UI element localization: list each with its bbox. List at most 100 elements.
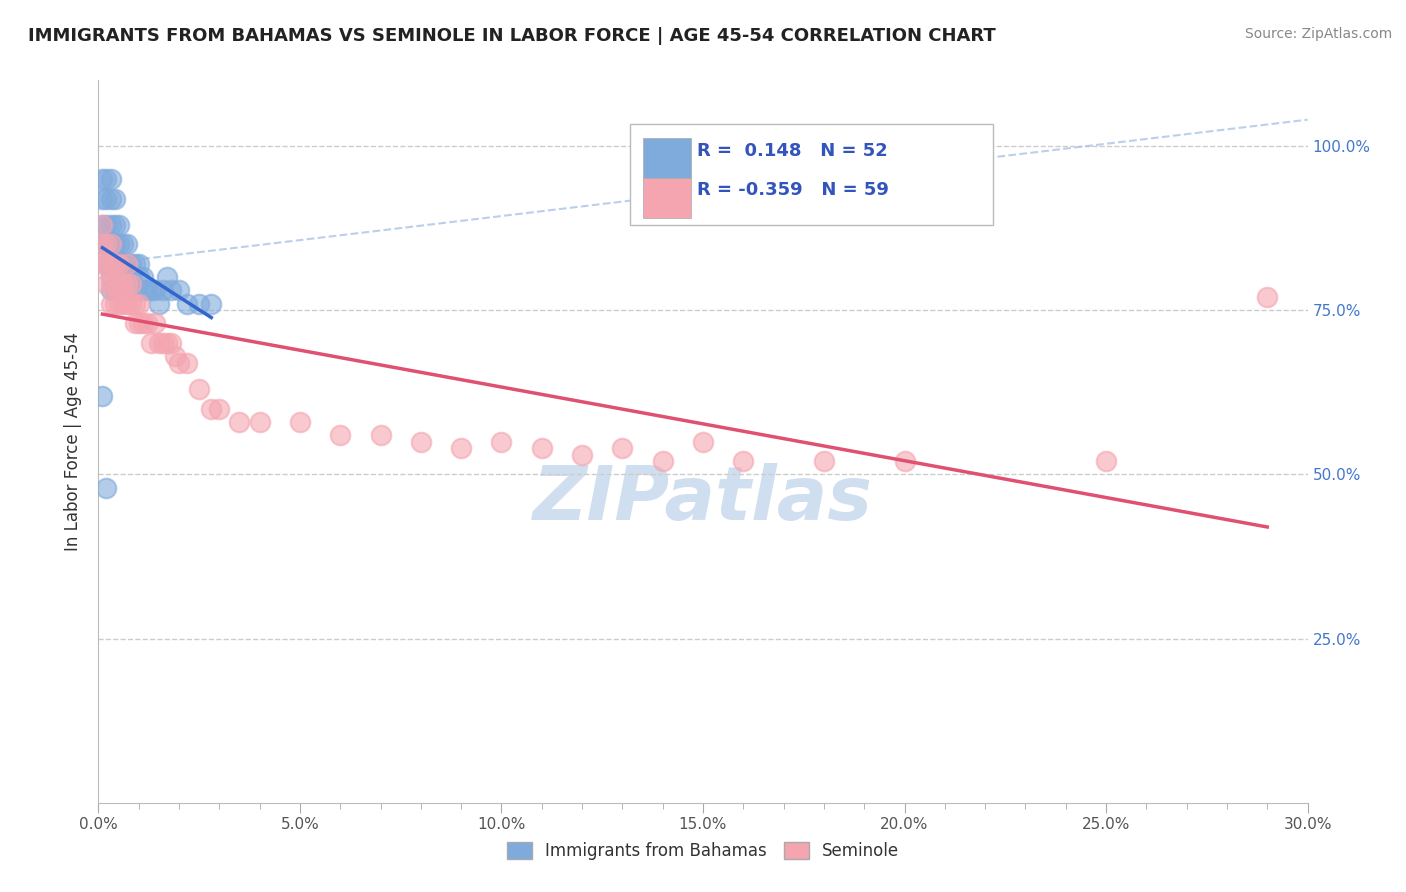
Point (200, 296, 222, 310)
Point (167, 356, 190, 370)
Point (124, 284, 146, 298)
Point (139, 284, 162, 298)
Point (152, 336, 174, 351)
Point (111, 277, 134, 291)
Point (100, 237, 122, 252)
Point (103, 257, 125, 271)
Point (100, 270, 122, 285)
Point (491, 434, 513, 449)
Point (176, 296, 198, 310)
Point (370, 428, 392, 442)
Y-axis label: In Labor Force | Age 45-54: In Labor Force | Age 45-54 (65, 332, 83, 551)
Point (91, 218, 114, 232)
Point (128, 270, 150, 285)
Point (156, 270, 179, 285)
Point (288, 415, 311, 429)
Point (96, 481, 118, 495)
Point (167, 284, 190, 298)
Point (120, 270, 142, 285)
Text: R =  0.148   N = 52: R = 0.148 N = 52 (697, 142, 887, 160)
Point (96, 171, 118, 186)
Point (228, 415, 250, 429)
Point (96, 237, 118, 252)
Point (132, 270, 155, 285)
Point (115, 257, 138, 271)
Point (1095, 454, 1118, 468)
Point (135, 284, 157, 298)
Point (100, 277, 122, 291)
Text: IMMIGRANTS FROM BAHAMAS VS SEMINOLE IN LABOR FORCE | AGE 45-54 CORRELATION CHART: IMMIGRANTS FROM BAHAMAS VS SEMINOLE IN L… (28, 27, 995, 45)
Point (115, 270, 138, 285)
Point (128, 257, 150, 271)
Point (128, 316, 150, 330)
Point (143, 284, 166, 298)
Point (132, 316, 155, 330)
Point (188, 296, 211, 310)
Point (100, 192, 122, 206)
Point (96, 192, 118, 206)
Point (103, 192, 125, 206)
Point (409, 434, 432, 449)
Point (91, 237, 114, 252)
Point (115, 237, 138, 252)
Point (120, 257, 142, 271)
FancyBboxPatch shape (643, 178, 690, 218)
Point (107, 277, 129, 291)
Point (120, 296, 142, 310)
Point (188, 382, 211, 396)
Text: Source: ZipAtlas.com: Source: ZipAtlas.com (1244, 27, 1392, 41)
Point (156, 336, 179, 351)
Point (651, 454, 673, 468)
Point (124, 296, 146, 310)
Text: ZIPatlas: ZIPatlas (533, 463, 873, 536)
Point (107, 218, 129, 232)
Point (135, 316, 157, 330)
Point (692, 434, 714, 449)
Point (139, 336, 162, 351)
Point (132, 284, 155, 298)
Point (124, 257, 146, 271)
Point (152, 284, 174, 298)
Point (1256, 290, 1278, 304)
Point (249, 415, 271, 429)
Point (100, 284, 122, 298)
Point (813, 454, 835, 468)
Point (103, 296, 125, 310)
Point (100, 296, 122, 310)
FancyBboxPatch shape (643, 138, 690, 178)
Point (96, 218, 118, 232)
Point (143, 316, 166, 330)
Point (107, 270, 129, 285)
Point (124, 316, 146, 330)
Point (103, 277, 125, 291)
Point (160, 284, 183, 298)
Point (111, 257, 134, 271)
Point (91, 218, 114, 232)
Point (120, 277, 142, 291)
Point (103, 284, 125, 298)
Point (111, 270, 134, 285)
Point (893, 454, 915, 468)
Point (111, 237, 134, 252)
Point (571, 448, 593, 462)
Point (733, 454, 755, 468)
Point (96, 237, 118, 252)
Point (96, 257, 118, 271)
Point (115, 257, 138, 271)
Point (107, 296, 129, 310)
Point (329, 428, 352, 442)
Point (91, 388, 114, 402)
Point (115, 277, 138, 291)
Point (107, 237, 129, 252)
FancyBboxPatch shape (630, 124, 993, 225)
Point (163, 349, 186, 363)
Point (96, 277, 118, 291)
Point (107, 257, 129, 271)
Point (208, 401, 231, 416)
Point (107, 257, 129, 271)
Point (100, 237, 122, 252)
Point (148, 296, 170, 310)
Point (176, 356, 198, 370)
Point (148, 336, 170, 351)
Point (103, 237, 125, 252)
